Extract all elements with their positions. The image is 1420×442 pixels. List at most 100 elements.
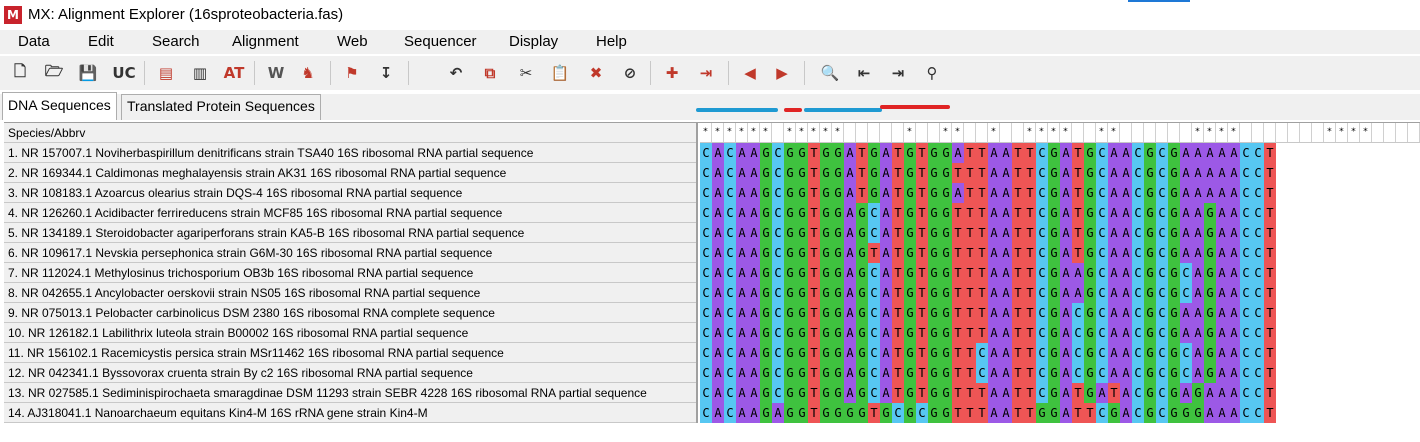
nucleotide-cell[interactable]: G [820, 223, 832, 243]
nucleotide-cell[interactable]: T [916, 363, 928, 383]
tab-translated-protein-sequences[interactable]: Translated Protein Sequences [121, 94, 321, 120]
nucleotide-cell[interactable]: G [856, 323, 868, 343]
nucleotide-cell[interactable]: C [724, 383, 736, 403]
nucleotide-cell[interactable]: A [988, 203, 1000, 223]
nucleotide-cell[interactable]: G [1168, 343, 1180, 363]
nucleotide-cell[interactable]: A [880, 263, 892, 283]
move-left-icon[interactable]: ◀ [744, 64, 756, 82]
nucleotide-cell[interactable]: G [784, 183, 796, 203]
nucleotide-cell[interactable]: C [1240, 203, 1252, 223]
nucleotide-cell[interactable]: C [1036, 223, 1048, 243]
species-name[interactable]: 1. NR 157007.1 Noviherbaspirillum denitr… [4, 143, 696, 163]
nucleotide-cell[interactable]: T [1012, 403, 1024, 423]
nucleotide-cell[interactable]: G [1144, 203, 1156, 223]
nucleotide-cell[interactable]: A [1000, 143, 1012, 163]
nucleotide-cell[interactable]: T [1264, 243, 1276, 263]
nucleotide-cell[interactable]: T [916, 163, 928, 183]
nucleotide-cell[interactable]: T [1264, 203, 1276, 223]
find-previous-icon[interactable]: ⇤ [857, 64, 871, 82]
nucleotide-cell[interactable]: T [1012, 363, 1024, 383]
nucleotide-cell[interactable]: G [796, 183, 808, 203]
nucleotide-cell[interactable]: G [832, 143, 844, 163]
nucleotide-cell[interactable]: T [1072, 223, 1084, 243]
species-name[interactable]: 11. NR 156102.1 Racemicystis persica str… [4, 343, 696, 363]
nucleotide-cell[interactable]: C [1096, 143, 1108, 163]
nucleotide-cell[interactable]: C [1036, 263, 1048, 283]
nucleotide-cell[interactable]: A [1060, 343, 1072, 363]
nucleotide-cell[interactable]: G [1084, 183, 1096, 203]
nucleotide-cell[interactable]: C [724, 203, 736, 223]
nucleotide-cell[interactable]: G [1048, 343, 1060, 363]
nucleotide-cell[interactable]: A [880, 323, 892, 343]
nucleotide-cell[interactable]: C [1240, 383, 1252, 403]
nucleotide-cell[interactable]: G [820, 403, 832, 423]
nucleotide-cell[interactable]: A [1000, 223, 1012, 243]
nucleotide-cell[interactable]: G [796, 163, 808, 183]
nucleotide-cell[interactable]: T [916, 223, 928, 243]
nucleotide-cell[interactable]: A [1180, 323, 1192, 343]
nucleotide-cell[interactable]: A [1204, 163, 1216, 183]
nucleotide-cell[interactable]: T [976, 403, 988, 423]
nucleotide-cell[interactable]: A [712, 163, 724, 183]
nucleotide-cell[interactable]: G [1168, 303, 1180, 323]
nucleotide-cell[interactable]: G [1144, 143, 1156, 163]
nucleotide-cell[interactable]: T [856, 163, 868, 183]
nucleotide-cell[interactable]: C [1132, 263, 1144, 283]
nucleotide-cell[interactable]: A [1120, 323, 1132, 343]
nucleotide-cell[interactable]: G [820, 383, 832, 403]
nucleotide-cell[interactable]: T [1264, 263, 1276, 283]
atcg-icon[interactable]: AT [223, 64, 245, 82]
nucleotide-cell[interactable]: C [700, 163, 712, 183]
mark-column-icon[interactable]: ↧ [379, 64, 393, 82]
nucleotide-cell[interactable]: T [916, 143, 928, 163]
species-name[interactable]: 8. NR 042655.1 Ancylobacter oerskovii st… [4, 283, 696, 303]
nucleotide-cell[interactable]: C [868, 283, 880, 303]
nucleotide-cell[interactable]: G [1192, 403, 1204, 423]
nucleotide-cell[interactable]: G [832, 343, 844, 363]
nucleotide-cell[interactable]: A [1216, 283, 1228, 303]
nucleotide-cell[interactable]: C [772, 363, 784, 383]
nucleotide-cell[interactable]: G [832, 203, 844, 223]
nucleotide-cell[interactable]: C [700, 303, 712, 323]
nucleotide-cell[interactable]: T [964, 303, 976, 323]
nucleotide-cell[interactable]: A [880, 183, 892, 203]
nucleotide-cell[interactable]: T [892, 183, 904, 203]
nucleotide-cell[interactable]: G [940, 303, 952, 323]
nucleotide-cell[interactable]: G [832, 223, 844, 243]
nucleotide-cell[interactable]: T [1024, 303, 1036, 323]
nucleotide-cell[interactable]: A [844, 163, 856, 183]
nucleotide-cell[interactable]: G [832, 183, 844, 203]
nucleotide-cell[interactable]: A [844, 203, 856, 223]
nucleotide-cell[interactable]: A [1060, 323, 1072, 343]
nucleotide-cell[interactable]: G [1084, 303, 1096, 323]
mark-site-icon[interactable]: ⚑ [345, 64, 359, 82]
nucleotide-cell[interactable]: T [892, 283, 904, 303]
nucleotide-cell[interactable]: C [772, 283, 784, 303]
species-name[interactable]: 9. NR 075013.1 Pelobacter carbinolicus D… [4, 303, 696, 323]
nucleotide-cell[interactable]: A [1000, 243, 1012, 263]
nucleotide-cell[interactable]: C [1156, 403, 1168, 423]
nucleotide-cell[interactable]: C [1132, 243, 1144, 263]
nucleotide-cell[interactable]: C [1036, 163, 1048, 183]
nucleotide-cell[interactable]: T [892, 243, 904, 263]
save-icon[interactable]: 💾 [78, 64, 98, 82]
nucleotide-cell[interactable]: G [784, 283, 796, 303]
nucleotide-cell[interactable]: C [1036, 243, 1048, 263]
nucleotide-cell[interactable]: A [1108, 343, 1120, 363]
find-marked-icon[interactable]: ⚲ [926, 64, 938, 82]
nucleotide-cell[interactable]: A [1108, 143, 1120, 163]
nucleotide-cell[interactable]: A [880, 343, 892, 363]
nucleotide-cell[interactable]: A [1060, 163, 1072, 183]
nucleotide-cell[interactable]: T [976, 203, 988, 223]
nucleotide-cell[interactable]: A [736, 363, 748, 383]
nucleotide-cell[interactable]: G [904, 263, 916, 283]
nucleotide-cell[interactable]: G [760, 143, 772, 163]
nucleotide-cell[interactable]: G [1084, 243, 1096, 263]
nucleotide-cell[interactable]: A [1000, 323, 1012, 343]
nucleotide-cell[interactable]: A [880, 283, 892, 303]
nucleotide-cell[interactable]: T [952, 203, 964, 223]
nucleotide-cell[interactable]: T [952, 383, 964, 403]
